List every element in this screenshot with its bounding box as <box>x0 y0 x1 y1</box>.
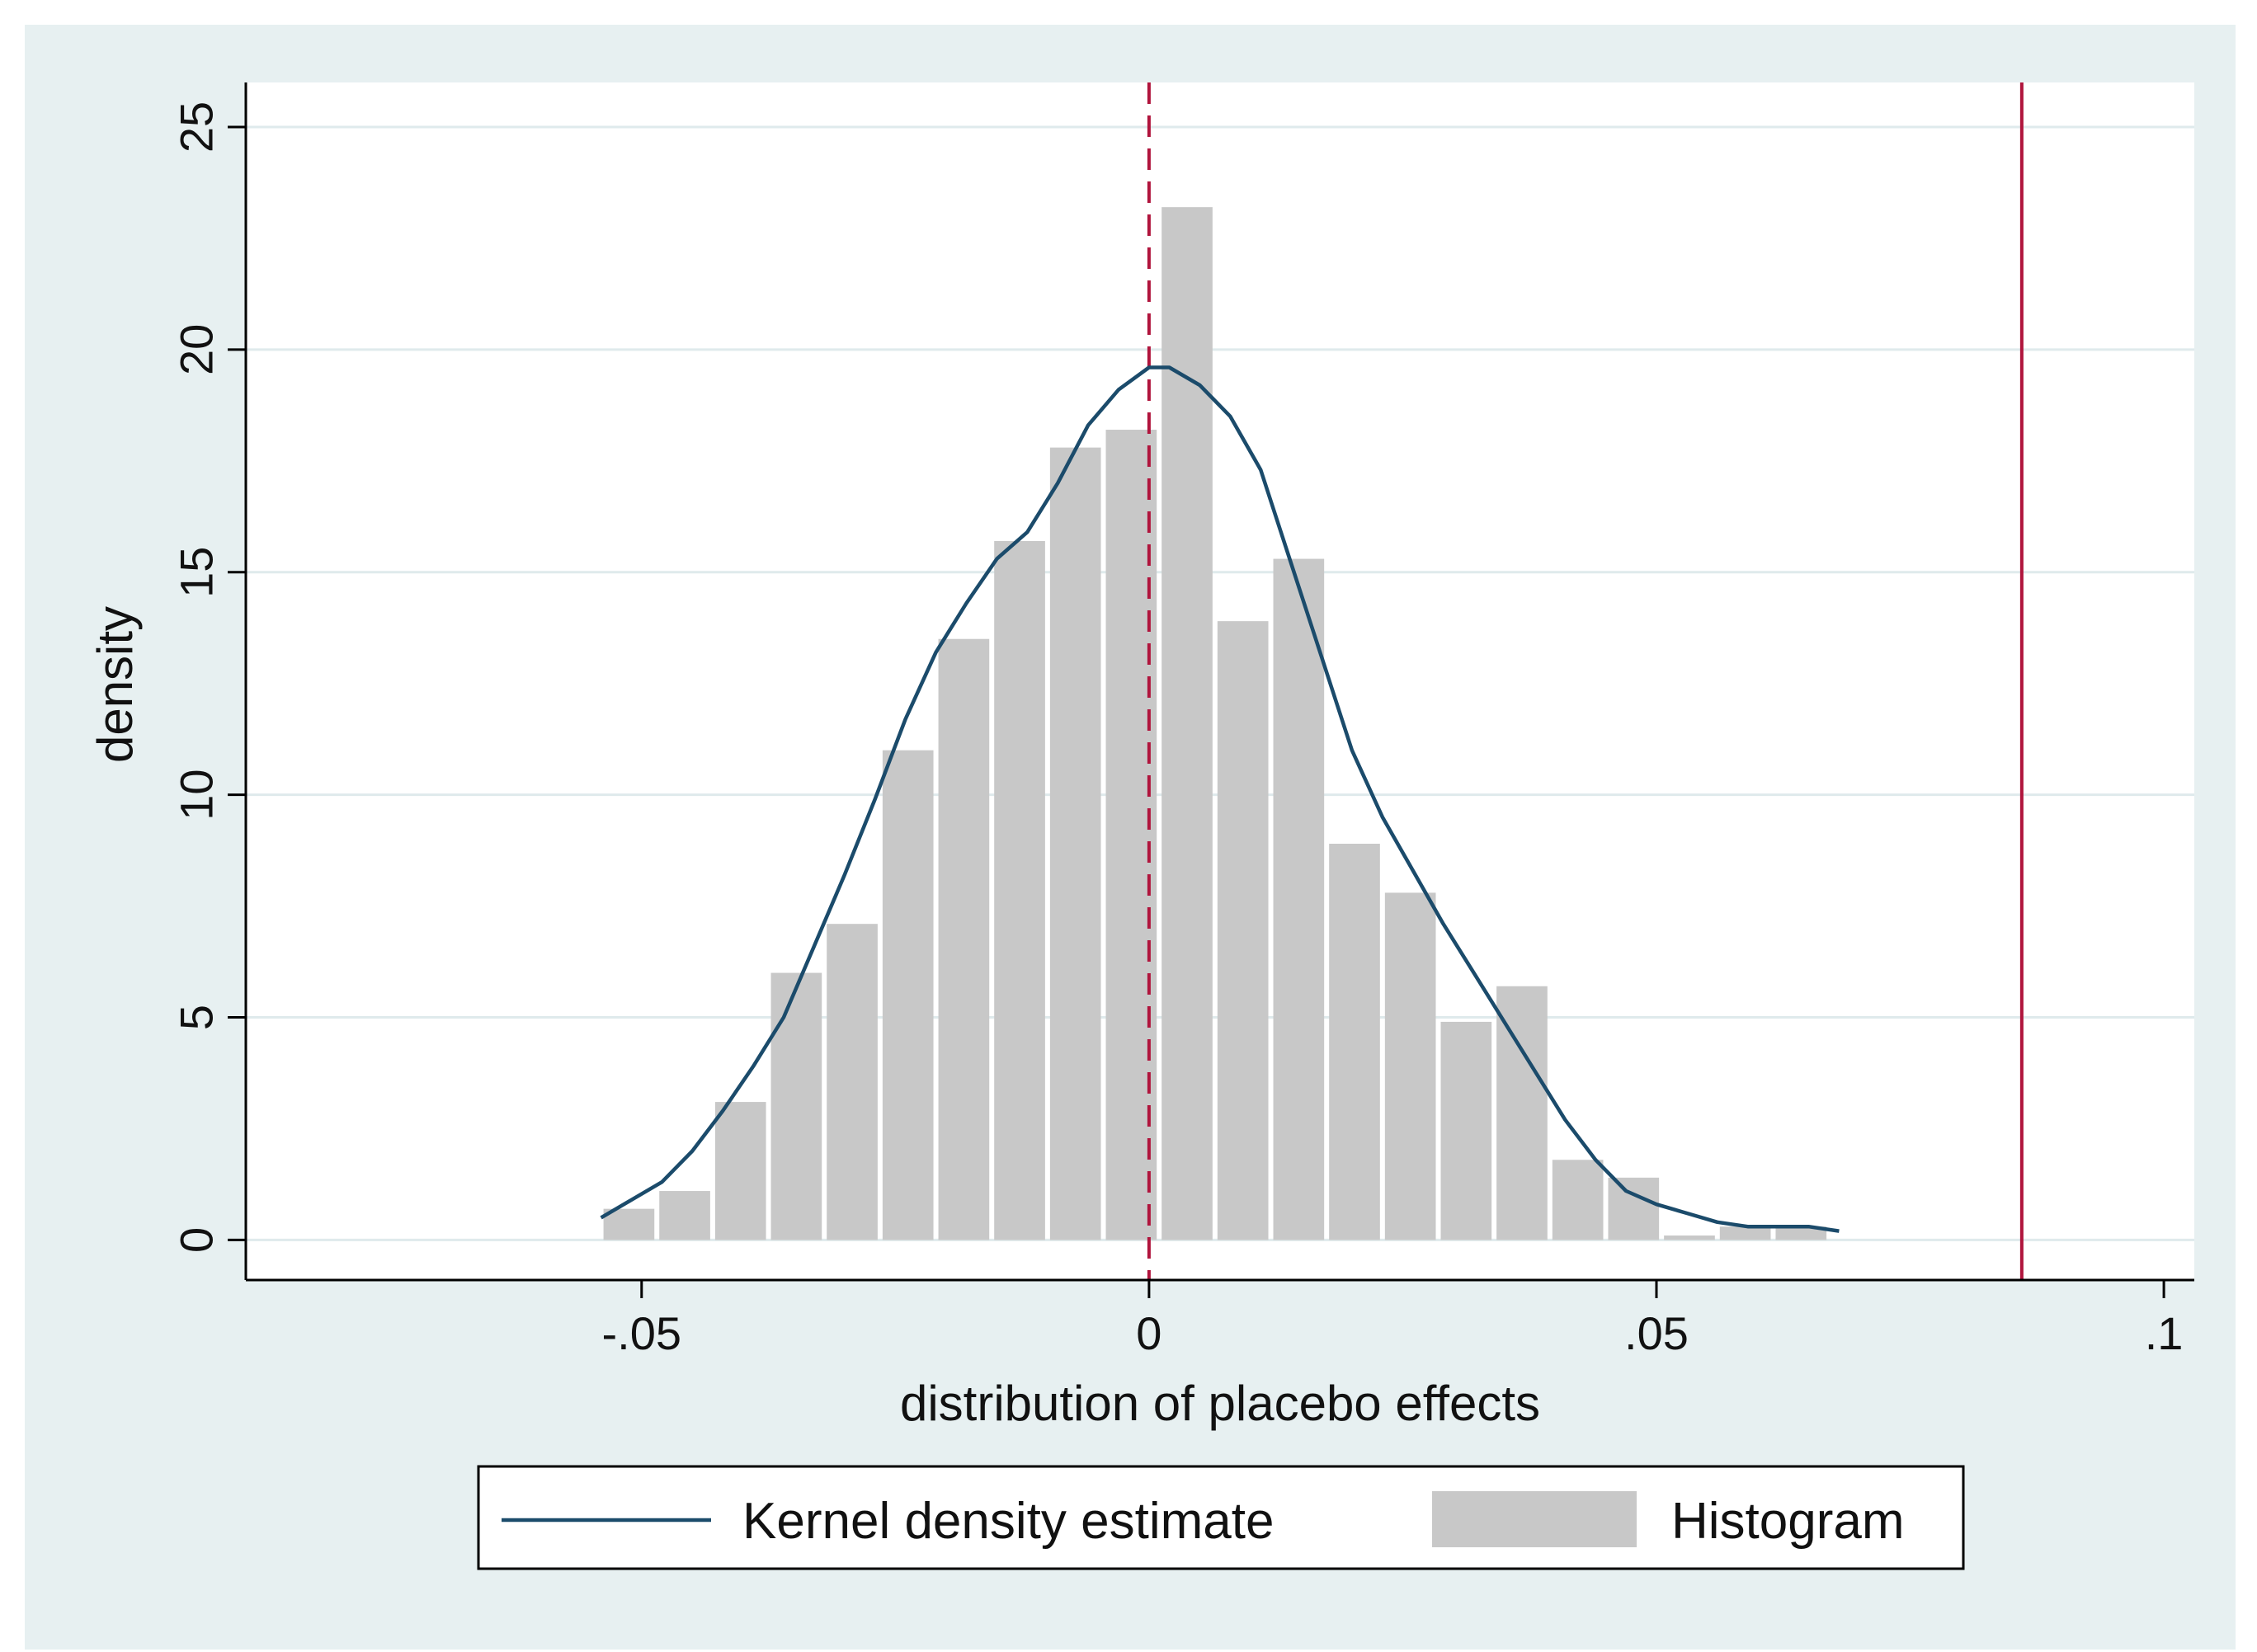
y-tick-label: 0 <box>171 1227 223 1253</box>
x-tick-label: .05 <box>1624 1307 1689 1359</box>
histogram-bar <box>603 1208 655 1240</box>
histogram-bar <box>1217 621 1269 1240</box>
histogram-bar <box>1719 1226 1771 1240</box>
legend-box <box>477 1465 1965 1570</box>
y-tick-label: 20 <box>171 324 223 375</box>
histogram-bar <box>1161 207 1213 1240</box>
y-tick-label: 5 <box>171 1005 223 1030</box>
histogram-bar <box>1049 447 1101 1240</box>
histogram-bar <box>938 638 990 1240</box>
histogram-bar <box>1775 1226 1827 1240</box>
histogram-bar <box>770 972 822 1240</box>
axes <box>244 82 2194 1282</box>
histogram-bar <box>827 924 878 1240</box>
y-tick-label: 15 <box>171 547 223 598</box>
y-tick-label: 25 <box>171 101 223 153</box>
x-tick-label: -.05 <box>602 1307 682 1359</box>
histogram-bar <box>994 540 1045 1240</box>
legend: Kernel density estimate Histogram <box>477 1465 1965 1570</box>
tick-labels: 0 5 10 15 20 25 -.05 0 .05 .1 <box>171 101 2184 1359</box>
histogram-bar <box>1384 892 1436 1240</box>
x-axis-title: distribution of placebo effects <box>900 1376 1540 1431</box>
histogram-bar <box>659 1191 710 1240</box>
histogram-bar <box>1552 1160 1604 1240</box>
y-axis-title: density <box>87 606 143 763</box>
legend-kde-label: Kernel density estimate <box>742 1493 1274 1550</box>
histogram-bar <box>714 1102 766 1240</box>
histogram-bar <box>1496 986 1548 1240</box>
y-tick-label: 10 <box>171 769 223 820</box>
x-tick-label: .1 <box>2145 1307 2184 1359</box>
x-tick-label: 0 <box>1136 1307 1161 1359</box>
histogram-bars <box>603 207 1827 1240</box>
histogram-bar <box>1664 1235 1715 1240</box>
legend-histogram-swatch <box>1432 1491 1637 1547</box>
gridlines <box>246 125 2194 1241</box>
histogram-bar <box>1440 1021 1492 1240</box>
histogram-bar <box>1329 844 1380 1240</box>
histogram-bar <box>1608 1177 1660 1240</box>
histogram-bar <box>1273 558 1325 1240</box>
kde-line <box>600 365 1840 1233</box>
legend-histogram-label: Histogram <box>1671 1493 1905 1550</box>
reference-lines <box>1147 82 2024 1280</box>
histogram-bar <box>882 750 934 1240</box>
